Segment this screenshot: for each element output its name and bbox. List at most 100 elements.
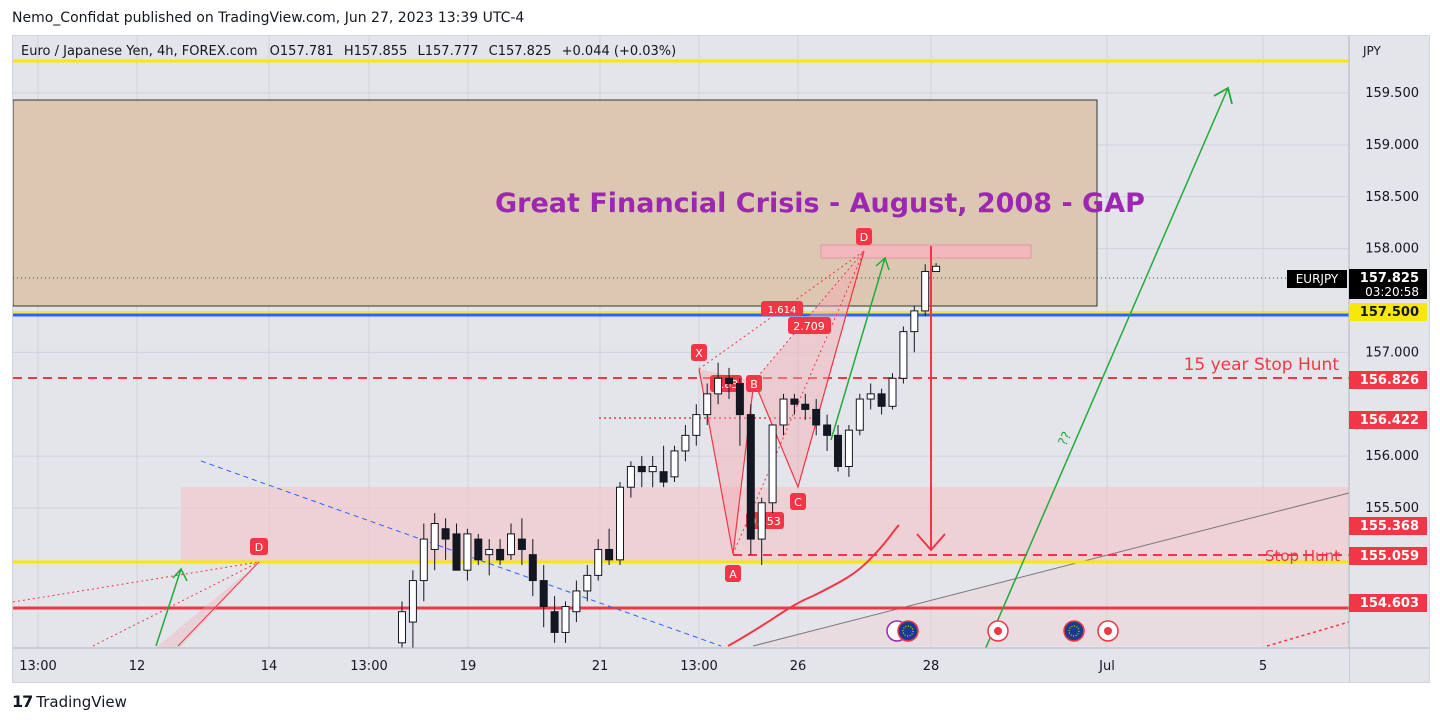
eu-flag-icon — [1063, 620, 1085, 642]
candle — [779, 398, 788, 426]
x-tick-label: 13:00 — [19, 659, 56, 674]
candle — [648, 465, 657, 473]
candle — [823, 424, 832, 436]
candles — [398, 263, 941, 664]
price-badge — [1349, 517, 1427, 535]
candle — [768, 424, 777, 504]
price-badge — [1349, 371, 1427, 389]
chart-legend: Euro / Japanese Yen, 4h, FOREX.com O157.… — [21, 44, 676, 59]
x-ticks: 13:00 12 14 13:00 19 21 13:00 26 28 Jul 5 — [19, 659, 1267, 674]
candle — [714, 377, 723, 395]
x-tick-label: Jul — [1098, 659, 1115, 674]
candle — [735, 382, 744, 416]
candle — [528, 554, 537, 582]
candle — [441, 528, 450, 540]
event-icons — [886, 620, 1119, 642]
candle — [888, 377, 897, 407]
price-badge — [1349, 547, 1427, 565]
tradingview-brand[interactable]: 17 TradingView — [12, 692, 127, 711]
candle — [463, 533, 472, 571]
ratio-1614-bg — [761, 301, 803, 316]
candle — [430, 523, 439, 550]
harmonic-point-label: C — [794, 496, 802, 509]
price-badge-value: 157.500 — [1360, 305, 1419, 320]
candle — [594, 548, 603, 576]
moving-average — [727, 524, 900, 647]
candle — [866, 393, 875, 400]
candle — [474, 538, 483, 561]
candle — [496, 548, 505, 561]
candle — [626, 465, 635, 488]
candle — [877, 393, 886, 407]
x-tick-label: 13:00 — [680, 659, 717, 674]
candle — [637, 465, 646, 473]
candle — [834, 434, 842, 467]
legend-change: +0.044 (+0.03%) — [561, 44, 677, 59]
candle — [757, 502, 766, 540]
question-label: ?? — [1056, 430, 1076, 449]
currency-label: JPY — [1362, 44, 1382, 58]
legend-close: 157.825 — [497, 44, 552, 59]
x-tick-label: 21 — [592, 659, 609, 674]
x-tick-label: 19 — [460, 659, 477, 674]
ratio-1614: 1.614 — [768, 305, 797, 316]
harmonic-point-bg — [856, 228, 872, 245]
harmonic-labels: X A B C D — [691, 228, 872, 582]
y-tick-label: 159.000 — [1365, 138, 1419, 153]
x-tick-label: 13:00 — [350, 659, 387, 674]
tradingview-logo-icon: 17 — [12, 692, 33, 711]
price-badge — [1349, 303, 1427, 321]
harmonic-point-label: B — [750, 378, 758, 391]
y-tick-label: 156.000 — [1365, 449, 1419, 464]
candle — [605, 548, 614, 561]
candle — [517, 538, 526, 550]
countdown-timer: 03:20:58 — [1365, 285, 1419, 299]
harmonic-bcd — [754, 251, 864, 487]
candle — [539, 580, 548, 608]
x-tick-label: 26 — [790, 659, 807, 674]
candle — [485, 548, 494, 556]
price-axis — [1349, 36, 1429, 682]
legend-low: 157.777 — [424, 44, 479, 59]
candle — [419, 538, 428, 582]
candle — [703, 393, 712, 416]
stop-hunt-label: Stop Hunt — [1265, 547, 1340, 565]
candle — [561, 606, 570, 633]
candle — [801, 403, 810, 410]
price-badge-value: 157.825 — [1360, 271, 1419, 286]
harmonic-point-bg — [746, 375, 762, 392]
price-badge-value: 155.059 — [1360, 549, 1419, 564]
green-arrow-pattern — [830, 257, 886, 441]
candle — [616, 486, 624, 561]
candle — [670, 450, 679, 478]
candle — [398, 611, 406, 644]
price-badge — [1349, 411, 1427, 429]
candle — [659, 471, 668, 483]
legend-symbol: Euro / Japanese Yen, 4h, FOREX.com — [21, 44, 258, 59]
price-badge-value: 156.826 — [1360, 373, 1419, 388]
eurjpy-symbol: EURJPY — [1296, 272, 1339, 286]
candle — [932, 265, 941, 272]
gap-zone — [13, 99, 1098, 307]
ratio-2709: 2.709 — [793, 320, 825, 333]
eu-flag-icon — [897, 620, 919, 642]
candle — [812, 408, 821, 426]
y-tick-label: 158.500 — [1365, 190, 1419, 205]
gap-title: Great Financial Crisis - August, 2008 - … — [495, 188, 1145, 219]
candle — [844, 429, 853, 467]
price-badge-value: 154.603 — [1360, 596, 1419, 611]
harmonic-point-label: X — [695, 347, 703, 360]
price-badge-value: 155.368 — [1360, 519, 1419, 534]
y-tick-label: 158.000 — [1365, 242, 1419, 257]
red-dashed-arrow — [1266, 621, 1350, 647]
legend-c-label: C — [488, 44, 498, 59]
legend-h-label: H — [343, 44, 354, 59]
legend-l-label: L — [417, 44, 425, 59]
y-tick-label: 159.500 — [1365, 86, 1419, 101]
eurjpy-symbol-bg — [1287, 270, 1347, 288]
x-tick-label: 28 — [923, 659, 940, 674]
candle — [746, 414, 755, 540]
